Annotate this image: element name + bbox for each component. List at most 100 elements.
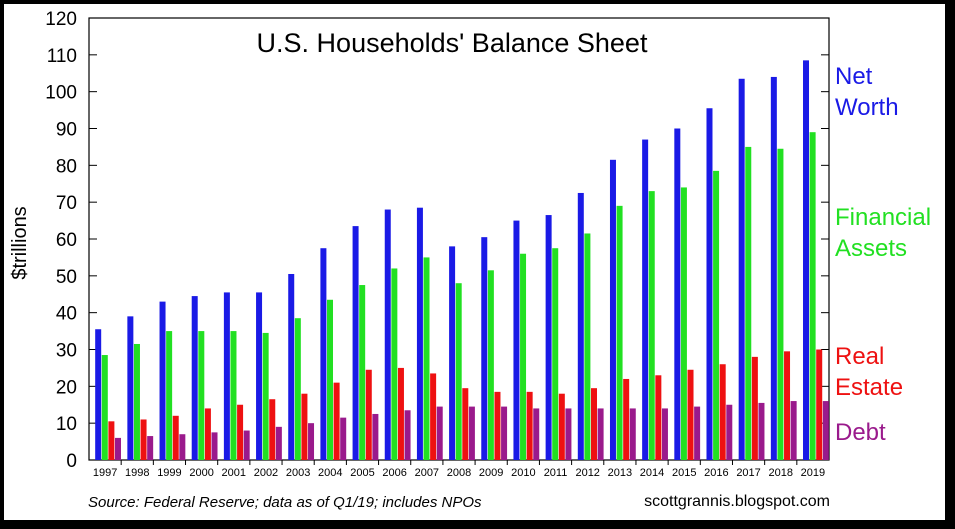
bar-financial-assets-2012 (584, 233, 591, 460)
x-tick-label: 1999 (157, 467, 181, 479)
bar-net-worth-2016 (706, 108, 713, 460)
x-tick-label: 2017 (736, 467, 760, 479)
x-tick-label: 2015 (672, 467, 696, 479)
bar-debt-2014 (661, 408, 668, 460)
y-tick-label: 50 (56, 267, 77, 288)
x-tick-label: 2004 (318, 467, 342, 479)
legend-real-estate-line-0: Real (835, 343, 884, 370)
bar-financial-assets-2014 (648, 191, 655, 460)
bar-real-estate-2019 (816, 349, 823, 460)
bar-financial-assets-1997 (101, 355, 108, 460)
y-tick-label: 70 (56, 193, 77, 214)
bar-net-worth-2014 (642, 139, 649, 461)
y-tick-label: 0 (66, 451, 77, 472)
bar-real-estate-2011 (558, 393, 565, 460)
bar-net-worth-2008 (449, 246, 456, 460)
bar-debt-2004 (340, 417, 347, 460)
bar-debt-2013 (629, 408, 636, 460)
bar-net-worth-1999 (159, 301, 166, 460)
y-tick-label: 100 (45, 83, 77, 104)
y-tick-label: 20 (56, 377, 77, 398)
bar-real-estate-2010 (526, 391, 533, 460)
bar-net-worth-2012 (577, 192, 584, 461)
bar-debt-2011 (565, 408, 572, 460)
bar-financial-assets-2009 (487, 270, 494, 460)
bar-net-worth-2002 (256, 292, 263, 460)
plot-area: 0 10 20 30 40 50 60 70 80 90 100 110 120 1997 1998 1999… (45, 9, 830, 479)
bar-debt-2012 (597, 408, 604, 460)
bar-financial-assets-2004 (327, 299, 334, 460)
bar-debt-2000 (211, 432, 218, 460)
bar-real-estate-2001 (237, 404, 244, 460)
x-tick-label: 2019 (801, 467, 825, 479)
x-tick-label: 1997 (93, 467, 117, 479)
bar-financial-assets-2013 (616, 205, 623, 460)
y-tick-label: 120 (45, 9, 77, 30)
chart-title: U.S. Households' Balance Sheet (257, 28, 648, 58)
x-tick-label: 2003 (286, 467, 310, 479)
x-tick-label: 2000 (189, 467, 213, 479)
bar-real-estate-2003 (301, 393, 308, 460)
bar-financial-assets-2011 (552, 248, 559, 460)
x-tick-label: 2010 (511, 467, 535, 479)
bar-financial-assets-2002 (262, 332, 269, 460)
bar-financial-assets-2007 (423, 257, 430, 460)
x-tick-label: 2009 (479, 467, 503, 479)
bar-real-estate-1999 (172, 415, 179, 460)
bar-debt-2001 (243, 430, 250, 460)
x-tick-label: 2001 (222, 467, 246, 479)
bar-real-estate-2012 (590, 388, 597, 460)
y-tick-label: 90 (56, 120, 77, 141)
bar-real-estate-2016 (719, 364, 726, 460)
x-tick-label: 2006 (382, 467, 406, 479)
bar-debt-2003 (308, 423, 315, 460)
legend-real-estate-line-1: Estate (835, 374, 903, 401)
legend-net-worth-line-0: Net (835, 63, 873, 90)
bar-real-estate-2015 (687, 369, 694, 460)
bar-real-estate-2014 (655, 375, 662, 460)
bar-financial-assets-2001 (230, 331, 237, 460)
bar-financial-assets-2018 (777, 148, 784, 460)
bar-financial-assets-2006 (391, 268, 398, 460)
y-tick-label: 80 (56, 156, 77, 177)
bar-net-worth-2018 (770, 76, 777, 460)
bar-real-estate-2007 (430, 373, 437, 460)
legend-debt-line-0: Debt (835, 419, 886, 446)
bar-net-worth-2001 (223, 292, 230, 460)
bar-real-estate-2000 (204, 408, 211, 460)
bar-financial-assets-2008 (455, 283, 462, 460)
bar-debt-2008 (468, 406, 475, 460)
legend-financial-assets-line-0: Financial (835, 204, 931, 231)
bar-financial-assets-2015 (680, 187, 687, 460)
bar-debt-2007 (436, 406, 443, 460)
bar-debt-1997 (114, 437, 121, 460)
x-tick-label: 2008 (447, 467, 471, 479)
bar-net-worth-1998 (127, 316, 134, 460)
x-tick-label: 2013 (608, 467, 632, 479)
y-tick-label: 10 (56, 414, 77, 435)
bar-real-estate-2005 (365, 369, 372, 460)
bar-net-worth-2006 (384, 209, 391, 460)
bar-net-worth-2003 (288, 273, 295, 460)
credit-text: scottgrannis.blogspot.com (644, 493, 830, 510)
bar-financial-assets-2000 (198, 331, 205, 460)
bar-net-worth-2011 (545, 215, 552, 460)
bar-real-estate-2002 (269, 399, 276, 460)
x-tick-label: 2014 (640, 467, 664, 479)
bar-net-worth-2009 (481, 237, 488, 460)
bar-net-worth-2015 (674, 128, 681, 460)
bar-debt-2017 (758, 402, 765, 460)
bar-financial-assets-1999 (166, 331, 173, 460)
y-tick-label: 30 (56, 341, 77, 362)
bar-debt-1999 (179, 434, 186, 460)
bar-financial-assets-2017 (745, 146, 752, 460)
y-tick-label: 60 (56, 230, 77, 251)
x-tick-label: 2018 (768, 467, 792, 479)
y-tick-label: 40 (56, 304, 77, 325)
bar-net-worth-2010 (513, 220, 520, 460)
bar-real-estate-2018 (784, 351, 791, 460)
bar-financial-assets-2010 (520, 253, 527, 460)
bar-real-estate-2008 (462, 388, 469, 460)
bar-net-worth-1997 (95, 329, 102, 460)
